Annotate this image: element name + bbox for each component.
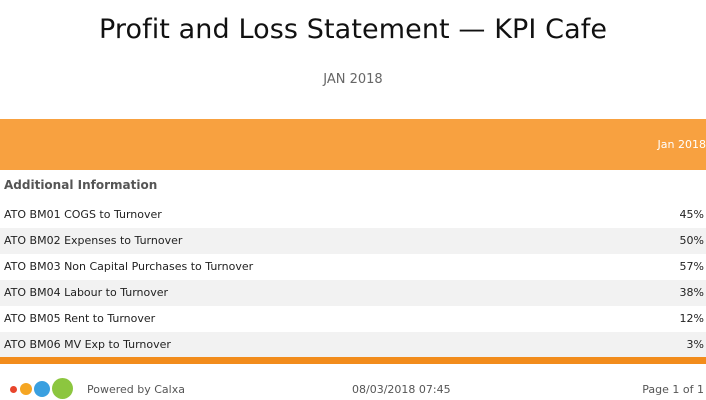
row-label: ATO BM05 Rent to Turnover <box>4 312 156 325</box>
row-value: 50% <box>679 234 704 247</box>
table-row: ATO BM04 Labour to Turnover 38% <box>0 280 706 306</box>
logo-dot-icon <box>10 386 17 393</box>
report-footer: Powered by Calxa 08/03/2018 07:45 Page 1… <box>0 376 706 400</box>
powered-by-text: Powered by Calxa <box>87 383 185 396</box>
row-label: ATO BM02 Expenses to Turnover <box>4 234 183 247</box>
section-title: Additional Information <box>4 178 158 192</box>
logo-dot-icon <box>20 383 32 395</box>
row-label: ATO BM04 Labour to Turnover <box>4 286 169 299</box>
row-value: 57% <box>679 260 704 273</box>
logo-dot-icon <box>34 381 50 397</box>
row-label: ATO BM06 MV Exp to Turnover <box>4 338 171 351</box>
table-row: ATO BM06 MV Exp to Turnover 3% <box>0 332 706 358</box>
table-bottom-band <box>0 357 706 364</box>
row-value: 45% <box>679 208 704 221</box>
row-value: 3% <box>686 338 704 351</box>
row-value: 38% <box>679 286 704 299</box>
row-label: ATO BM01 COGS to Turnover <box>4 208 162 221</box>
logo-dot-icon <box>52 378 73 399</box>
row-label: ATO BM03 Non Capital Purchases to Turnov… <box>4 260 254 273</box>
table-row: ATO BM02 Expenses to Turnover 50% <box>0 228 706 254</box>
page-info: Page 1 of 1 <box>642 383 704 396</box>
calxa-dots-logo-icon <box>10 377 76 399</box>
report-title: Profit and Loss Statement — KPI Cafe <box>98 14 608 45</box>
row-value: 12% <box>679 312 704 325</box>
table-row: ATO BM01 COGS to Turnover 45% <box>0 202 706 228</box>
report-timestamp: 08/03/2018 07:45 <box>352 383 451 396</box>
table-row: ATO BM03 Non Capital Purchases to Turnov… <box>0 254 706 280</box>
table-row: ATO BM05 Rent to Turnover 12% <box>0 306 706 332</box>
report-period: JAN 2018 <box>323 72 383 87</box>
table-header-band: Jan 2018 <box>0 119 706 170</box>
kpi-table: ATO BM01 COGS to Turnover 45% ATO BM02 E… <box>0 202 706 358</box>
column-header-period: Jan 2018 <box>657 138 706 151</box>
